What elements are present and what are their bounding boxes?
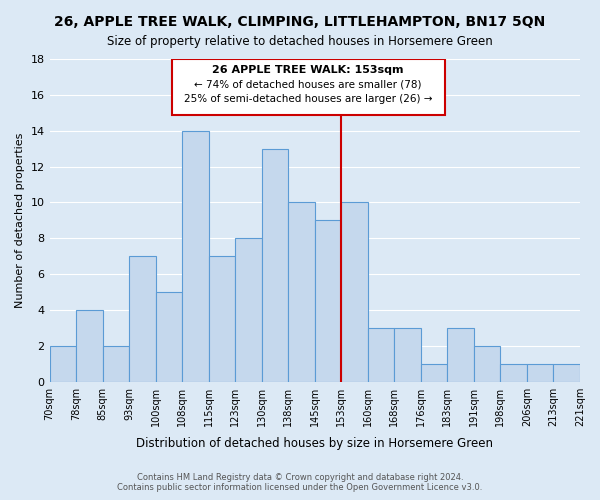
Bar — [76, 310, 103, 382]
Bar — [474, 346, 500, 382]
Bar — [129, 256, 155, 382]
Text: 26 APPLE TREE WALK: 153sqm: 26 APPLE TREE WALK: 153sqm — [212, 66, 404, 76]
Bar — [155, 292, 182, 382]
X-axis label: Distribution of detached houses by size in Horsemere Green: Distribution of detached houses by size … — [136, 437, 493, 450]
Text: 25% of semi-detached houses are larger (26) →: 25% of semi-detached houses are larger (… — [184, 94, 433, 104]
Bar — [421, 364, 448, 382]
Text: Size of property relative to detached houses in Horsemere Green: Size of property relative to detached ho… — [107, 35, 493, 48]
Text: Contains HM Land Registry data © Crown copyright and database right 2024.
Contai: Contains HM Land Registry data © Crown c… — [118, 473, 482, 492]
Bar — [394, 328, 421, 382]
Bar — [553, 364, 580, 382]
Bar — [500, 364, 527, 382]
Bar — [341, 202, 368, 382]
Text: ← 74% of detached houses are smaller (78): ← 74% of detached houses are smaller (78… — [194, 80, 422, 90]
Bar — [315, 220, 341, 382]
Bar — [288, 202, 315, 382]
Text: 26, APPLE TREE WALK, CLIMPING, LITTLEHAMPTON, BN17 5QN: 26, APPLE TREE WALK, CLIMPING, LITTLEHAM… — [55, 15, 545, 29]
FancyBboxPatch shape — [172, 59, 445, 114]
Y-axis label: Number of detached properties: Number of detached properties — [15, 132, 25, 308]
Bar — [50, 346, 76, 382]
Bar — [103, 346, 129, 382]
Bar — [448, 328, 474, 382]
Bar — [209, 256, 235, 382]
Bar — [235, 238, 262, 382]
Bar — [527, 364, 553, 382]
Bar — [182, 130, 209, 382]
Bar — [368, 328, 394, 382]
Bar — [262, 148, 288, 382]
